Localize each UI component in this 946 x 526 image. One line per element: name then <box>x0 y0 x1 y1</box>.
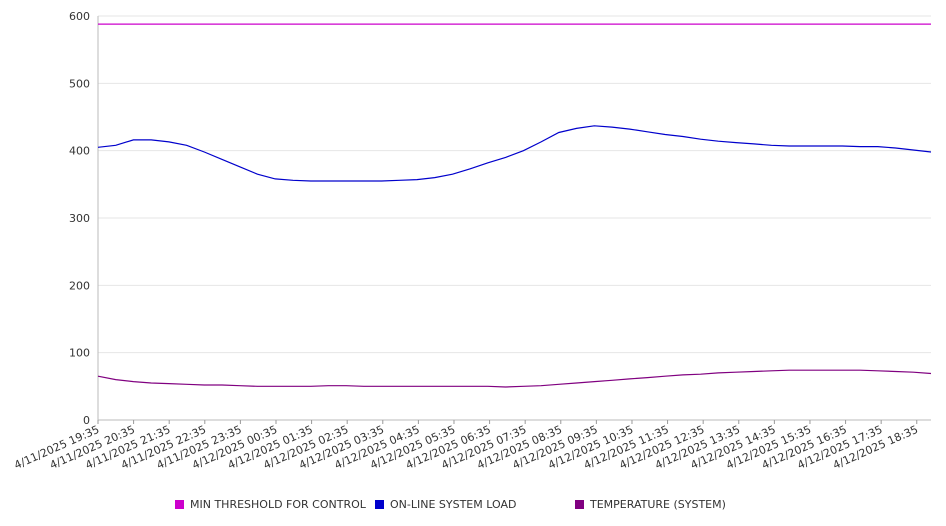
legend-swatch <box>575 500 584 509</box>
x-tick-labels: 4/11/2025 19:354/11/2025 20:354/11/2025 … <box>12 423 920 472</box>
y-tick-label: 200 <box>69 279 90 292</box>
legend-item: MIN THRESHOLD FOR CONTROL <box>175 498 366 511</box>
y-tick-label: 0 <box>83 414 90 427</box>
y-tick-labels: 0 100 200 300 400 500 600 <box>69 10 90 427</box>
y-tick-label: 500 <box>69 77 90 90</box>
series-line-1 <box>97 125 932 182</box>
legend-label: MIN THRESHOLD FOR CONTROL <box>190 498 366 511</box>
legend-swatch <box>375 500 384 509</box>
y-tick-label: 400 <box>69 145 90 158</box>
series-lines <box>97 23 932 388</box>
gridlines <box>98 15 931 354</box>
legend: MIN THRESHOLD FOR CONTROL ON-LINE SYSTEM … <box>0 498 946 516</box>
y-tick-label: 600 <box>69 10 90 23</box>
legend-swatch <box>175 500 184 509</box>
legend-item: ON-LINE SYSTEM LOAD <box>375 498 516 511</box>
legend-label: ON-LINE SYSTEM LOAD <box>390 498 517 511</box>
legend-item: TEMPERATURE (SYSTEM) <box>575 498 726 511</box>
series-line-2 <box>97 369 932 388</box>
y-tick-label: 300 <box>69 212 90 225</box>
legend-label: TEMPERATURE (SYSTEM) <box>590 498 726 511</box>
axes <box>97 16 931 424</box>
y-tick-label: 100 <box>69 347 90 360</box>
